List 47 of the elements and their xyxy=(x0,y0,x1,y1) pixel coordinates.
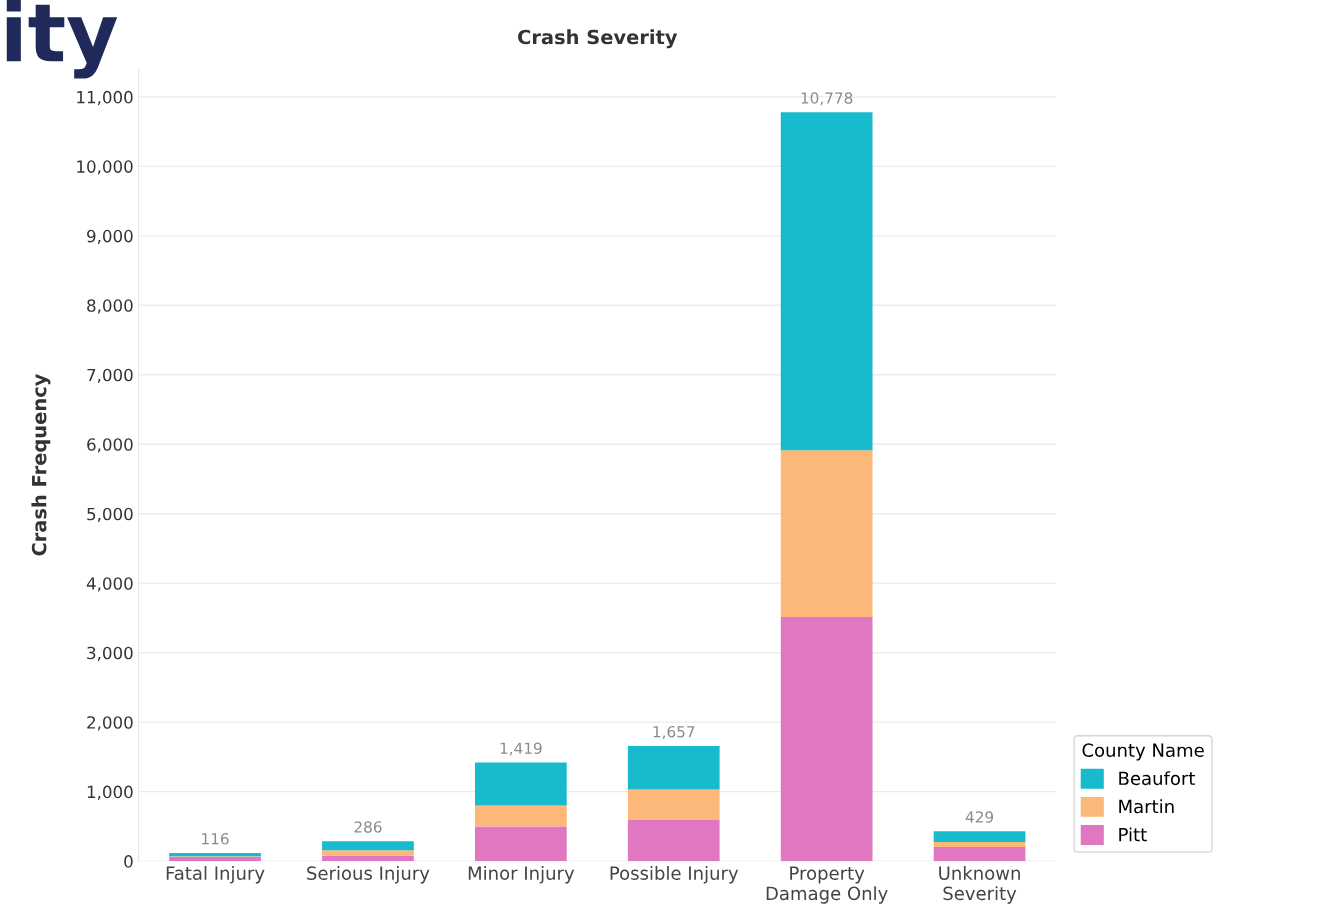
x-tick-label: Possible Injury xyxy=(610,866,739,884)
bar xyxy=(627,746,720,790)
bar xyxy=(322,841,414,851)
legend-title: County Name xyxy=(1082,743,1204,761)
bar xyxy=(322,850,414,856)
x-tick-label: Serious Injury xyxy=(307,866,430,884)
x-tick-label: Minor Injury xyxy=(468,866,575,884)
bar xyxy=(780,112,873,451)
total-label: 1,657 xyxy=(653,725,695,740)
y-tick-label: 11,000 xyxy=(77,90,133,106)
bar xyxy=(780,616,873,862)
y-tick-label: 9,000 xyxy=(87,229,133,245)
y-tick-label: 10,000 xyxy=(77,160,133,175)
bar xyxy=(474,762,567,806)
y-tick-label: 4,000 xyxy=(86,577,133,592)
y-axis-title: Crash Frequency xyxy=(31,373,51,556)
y-tick-label: 6,000 xyxy=(87,438,133,453)
bar xyxy=(933,831,1026,842)
bar xyxy=(474,805,567,827)
total-label: 1,419 xyxy=(500,742,542,756)
y-tick-label: 0 xyxy=(124,855,133,868)
bar xyxy=(322,855,414,862)
y-tick-label: 3,000 xyxy=(87,646,133,661)
bar xyxy=(933,841,1026,847)
x-tick-label: Property Damage Only xyxy=(766,866,888,904)
total-label: 116 xyxy=(202,833,229,845)
y-tick-label: 5,000 xyxy=(87,507,133,523)
bar xyxy=(627,789,720,820)
chart-title: Crash Severity xyxy=(518,29,678,49)
legend-label: Beaufort xyxy=(1119,771,1196,786)
bar xyxy=(627,819,720,862)
text: ity xyxy=(6,0,118,79)
y-tick-label: 2,000 xyxy=(87,716,133,731)
legend-label: Martin xyxy=(1119,799,1174,814)
bar xyxy=(474,826,567,862)
total-label: 286 xyxy=(354,821,382,833)
total-label: 10,778 xyxy=(801,92,853,106)
total-label: 429 xyxy=(965,811,994,823)
y-tick-label: 7,000 xyxy=(87,368,133,384)
x-tick-label: Fatal Injury xyxy=(166,866,265,884)
bar xyxy=(169,856,261,862)
x-tick-label: Unknown Severity xyxy=(939,866,1020,904)
y-tick-label: 1,000 xyxy=(87,785,133,800)
bar xyxy=(780,450,873,617)
bar xyxy=(933,846,1026,862)
legend-label: Pitt xyxy=(1119,827,1147,842)
y-tick-label: 8,000 xyxy=(87,299,133,314)
